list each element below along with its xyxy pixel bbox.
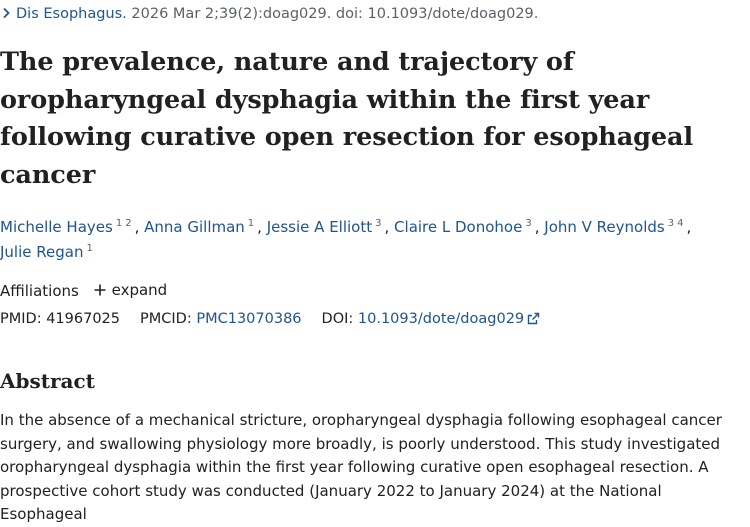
affiliations-row: Affiliations expand bbox=[0, 280, 167, 301]
citation-line: Dis Esophagus. 2026 Mar 2;39(2):doag029.… bbox=[0, 4, 538, 24]
article-title: The prevalence, nature and trajectory of… bbox=[0, 47, 694, 190]
pmid-value: 41967025 bbox=[46, 311, 121, 327]
affiliation-ref[interactable]: 3 bbox=[525, 218, 532, 229]
affiliation-ref[interactable]: 3 bbox=[667, 218, 675, 229]
abstract-text: In the absence of a mechanical stricture… bbox=[0, 411, 722, 523]
affiliation-ref[interactable]: 4 bbox=[677, 218, 684, 229]
author-affiliation-refs: 1 bbox=[248, 218, 257, 229]
author-affiliation-refs: 3 bbox=[525, 218, 534, 229]
affiliation-ref[interactable]: 1 bbox=[115, 218, 123, 229]
doi-label: DOI: bbox=[321, 311, 354, 327]
author-list: Michelle Hayes 1 2, Anna Gillman 1, Jessie … bbox=[0, 218, 692, 261]
article-page: Dis Esophagus. 2026 Mar 2;39(2):doag029.… bbox=[0, 4, 722, 523]
doi-link[interactable]: 10.1093/dote/doag029 bbox=[358, 311, 540, 327]
doi-value: 10.1093/dote/doag029 bbox=[357, 311, 525, 327]
abstract-heading: Abstract bbox=[0, 369, 95, 393]
expand-label: expand bbox=[111, 281, 168, 299]
journal-link[interactable]: Dis Esophagus. bbox=[0, 6, 127, 22]
author-link[interactable]: Jessie A Elliott bbox=[266, 218, 373, 236]
author-affiliation-refs: 3 bbox=[375, 218, 384, 229]
journal-name: Dis Esophagus. bbox=[16, 6, 127, 22]
author-affiliation-refs: 1 bbox=[86, 243, 95, 254]
affiliation-ref[interactable]: 2 bbox=[125, 218, 132, 229]
author-link[interactable]: John V Reynolds bbox=[544, 218, 665, 236]
expand-affiliations-button[interactable]: expand bbox=[94, 280, 168, 300]
affiliations-label: Affiliations bbox=[0, 282, 79, 300]
affiliation-ref[interactable]: 1 bbox=[247, 218, 255, 229]
chevron-right-icon bbox=[3, 7, 10, 19]
citation-details: 2026 Mar 2;39(2):doag029. doi: 10.1093/d… bbox=[126, 6, 539, 22]
plus-icon bbox=[94, 284, 106, 296]
author-link[interactable]: Anna Gillman bbox=[144, 218, 245, 236]
affiliation-ref[interactable]: 3 bbox=[375, 218, 382, 229]
pmcid-link[interactable]: PMC13070386 bbox=[196, 311, 302, 327]
author-link[interactable]: Michelle Hayes bbox=[0, 218, 113, 236]
pmid-label: PMID: bbox=[0, 311, 42, 327]
identifier-row: PMID: 41967025 PMCID: PMC13070386 DOI: 10.… bbox=[0, 309, 540, 329]
author-link[interactable]: Julie Regan bbox=[0, 243, 84, 261]
affiliation-ref[interactable]: 1 bbox=[86, 243, 93, 254]
pmcid-label: PMCID: bbox=[140, 311, 192, 327]
author-link[interactable]: Claire L Donohoe bbox=[394, 218, 523, 236]
external-link-icon bbox=[527, 312, 540, 325]
